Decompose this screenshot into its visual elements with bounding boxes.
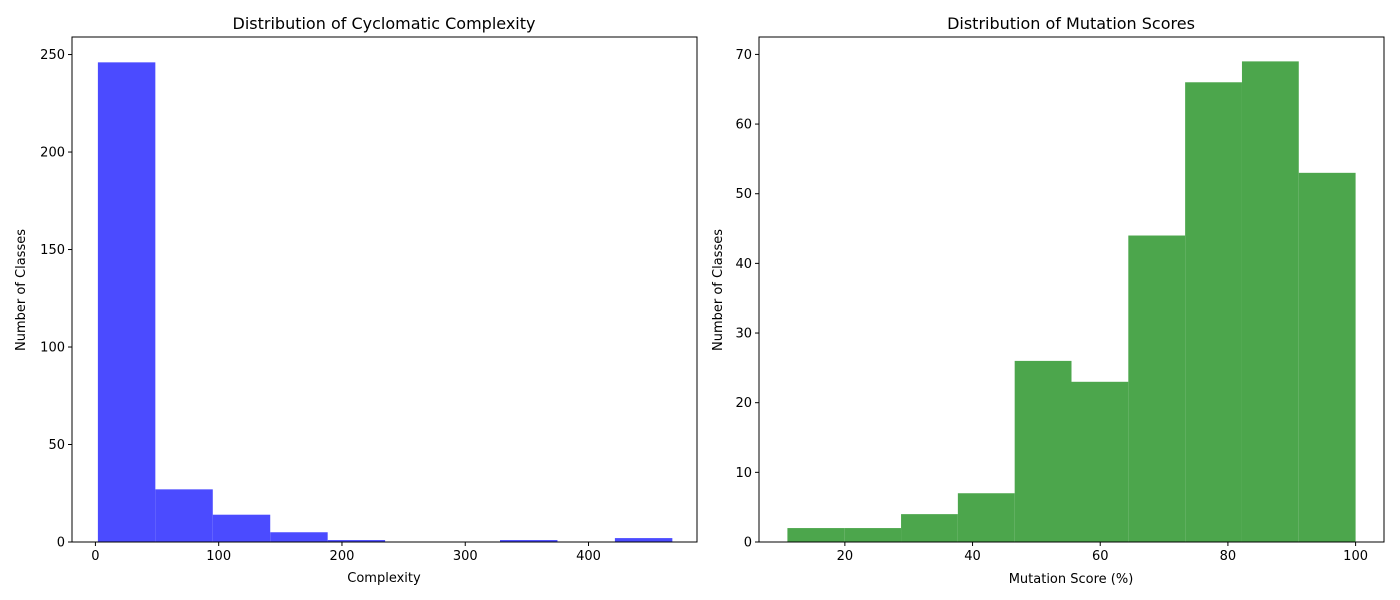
histogram-bar bbox=[787, 528, 845, 542]
x-tick-label: 400 bbox=[576, 549, 601, 564]
x-tick-label: 80 bbox=[1220, 549, 1237, 564]
histogram-bar bbox=[901, 514, 958, 542]
x-axis-label: Complexity bbox=[347, 571, 421, 586]
histogram-bar bbox=[1298, 172, 1356, 543]
histogram-bar bbox=[1071, 381, 1129, 542]
x-tick-label: 100 bbox=[206, 549, 231, 564]
y-tick-label: 10 bbox=[735, 466, 752, 481]
x-axis-label: Mutation Score (%) bbox=[1009, 572, 1134, 587]
y-tick-label: 30 bbox=[735, 327, 752, 342]
histogram-bar bbox=[957, 493, 1015, 542]
histogram-bar bbox=[97, 62, 156, 543]
y-tick-label: 20 bbox=[735, 396, 752, 411]
bars bbox=[787, 61, 1356, 543]
x-tick-label: 60 bbox=[1092, 549, 1109, 564]
histogram-bar bbox=[1185, 82, 1242, 542]
y-tick-label: 50 bbox=[735, 187, 752, 202]
plot-frame bbox=[758, 36, 1385, 543]
chart-title: Distribution of Cyclomatic Complexity bbox=[233, 14, 536, 33]
mutation-score-chart: Distribution of Mutation Scores Mutation… bbox=[711, 14, 1385, 587]
x-tick-label: 20 bbox=[837, 549, 854, 564]
histogram-bar bbox=[1014, 360, 1072, 542]
y-axis-label: Number of Classes bbox=[711, 229, 726, 351]
complexity-chart: Distribution of Cyclomatic Complexity Co… bbox=[14, 14, 698, 586]
y-tick-label: 0 bbox=[57, 536, 65, 551]
histogram-bar bbox=[614, 538, 673, 542]
x-tick-label: 200 bbox=[330, 549, 355, 564]
y-tick-label: 0 bbox=[744, 536, 752, 551]
histogram-bar bbox=[1241, 61, 1299, 543]
y-tick-label: 200 bbox=[40, 146, 65, 161]
histogram-bar bbox=[844, 528, 902, 542]
bars bbox=[97, 62, 673, 543]
y-tick-label: 250 bbox=[40, 48, 65, 63]
y-axis-label: Number of Classes bbox=[14, 229, 29, 351]
y-tick-label: 150 bbox=[40, 243, 65, 258]
y-tick-label: 50 bbox=[48, 438, 65, 453]
chart-title: Distribution of Mutation Scores bbox=[947, 14, 1195, 33]
plot-frame bbox=[71, 36, 698, 543]
x-tick-label: 0 bbox=[91, 549, 99, 564]
x-tick-label: 300 bbox=[453, 549, 478, 564]
histogram-bar bbox=[270, 532, 328, 542]
y-tick-label: 40 bbox=[735, 257, 752, 272]
x-tick-label: 40 bbox=[964, 549, 981, 564]
y-tick-label: 60 bbox=[735, 118, 752, 133]
histogram-bar bbox=[155, 489, 213, 542]
histogram-bar bbox=[1128, 235, 1186, 542]
x-tick-label: 100 bbox=[1343, 549, 1368, 564]
histogram-bar bbox=[212, 514, 271, 542]
histogram-bar bbox=[500, 540, 558, 542]
histogram-bar bbox=[327, 540, 386, 542]
y-tick-label: 70 bbox=[735, 48, 752, 63]
y-tick-label: 100 bbox=[40, 341, 65, 356]
